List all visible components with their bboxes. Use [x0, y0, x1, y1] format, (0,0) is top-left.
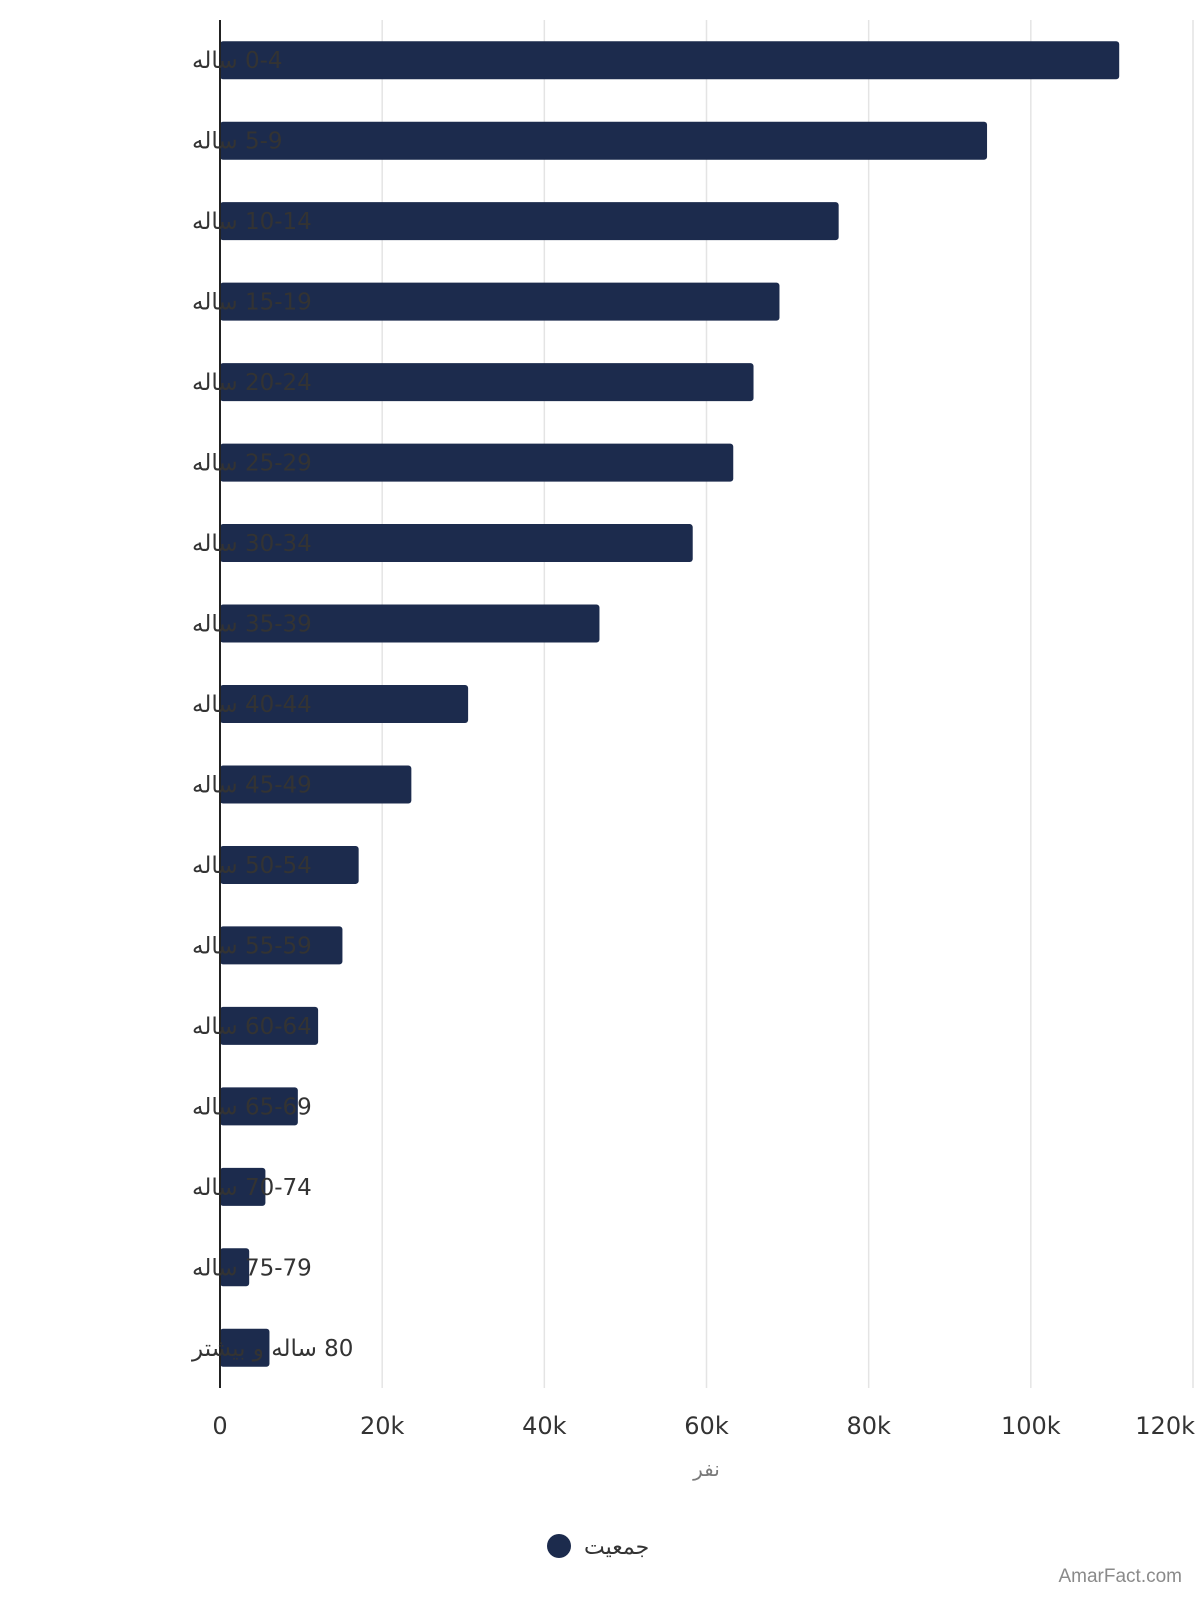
category-label: 35-39 ساله [192, 612, 312, 638]
category-label: 10-14 ساله [192, 209, 312, 235]
bar[interactable] [220, 604, 600, 643]
bar[interactable] [220, 1006, 319, 1045]
bar[interactable] [220, 685, 469, 723]
x-tick-label: 60k [684, 1412, 729, 1440]
category-label: 15-19 ساله [192, 290, 312, 316]
bar[interactable] [220, 202, 839, 241]
category-label: 70-74 ساله [192, 1175, 312, 1201]
bar[interactable] [220, 524, 693, 563]
bar[interactable] [220, 443, 734, 482]
x-tick-label: 100k [1001, 1412, 1061, 1440]
bar[interactable] [220, 765, 412, 804]
x-tick-label: 20k [360, 1412, 405, 1440]
category-label: 25-29 ساله [192, 451, 312, 477]
legend-label: جمعیت [584, 1535, 649, 1560]
category-label: 65-69 ساله [192, 1094, 312, 1120]
bar[interactable] [220, 1087, 298, 1126]
category-label: 40-44 ساله [192, 692, 312, 718]
watermark: AmarFact.com [1058, 1566, 1182, 1587]
x-tick-label: 120k [1135, 1412, 1195, 1440]
category-label: 30-34 ساله [192, 531, 312, 557]
bar[interactable] [220, 121, 988, 160]
bar[interactable] [220, 1248, 250, 1287]
bar[interactable] [220, 1167, 266, 1206]
legend-marker [547, 1534, 571, 1558]
x-tick-label: 0 [212, 1412, 227, 1440]
category-label: 0-4 ساله [192, 48, 283, 74]
bar[interactable] [220, 41, 1120, 80]
category-label: 50-54 ساله [192, 853, 312, 879]
category-label: 60-64 ساله [192, 1014, 312, 1040]
category-label: 75-79 ساله [192, 1255, 312, 1281]
category-label: 5-9 ساله [192, 129, 283, 155]
x-axis-title: نفر [692, 1457, 720, 1481]
bar[interactable] [220, 845, 359, 884]
category-label: 55-59 ساله [192, 933, 312, 959]
bar[interactable] [220, 926, 343, 965]
x-tick-labels: 0 20k 40k 60k 80k 100k 120k [212, 1412, 1195, 1440]
category-label: 80 ساله و بیشتر [191, 1336, 353, 1362]
gridlines [381, 20, 1194, 1388]
category-label: 45-49 ساله [192, 772, 312, 798]
bar[interactable] [220, 363, 754, 402]
x-tick-label: 80k [846, 1412, 891, 1440]
x-tick-label: 40k [522, 1412, 567, 1440]
legend[interactable]: جمعیت [547, 1534, 649, 1560]
bar[interactable] [220, 1328, 270, 1367]
bar[interactable] [220, 282, 780, 321]
bars [220, 41, 1120, 1367]
category-label: 20-24 ساله [192, 370, 312, 396]
category-labels: 0-4 ساله 5-9 ساله 10-14 ساله 15-19 ساله 20-2… [191, 48, 353, 1362]
